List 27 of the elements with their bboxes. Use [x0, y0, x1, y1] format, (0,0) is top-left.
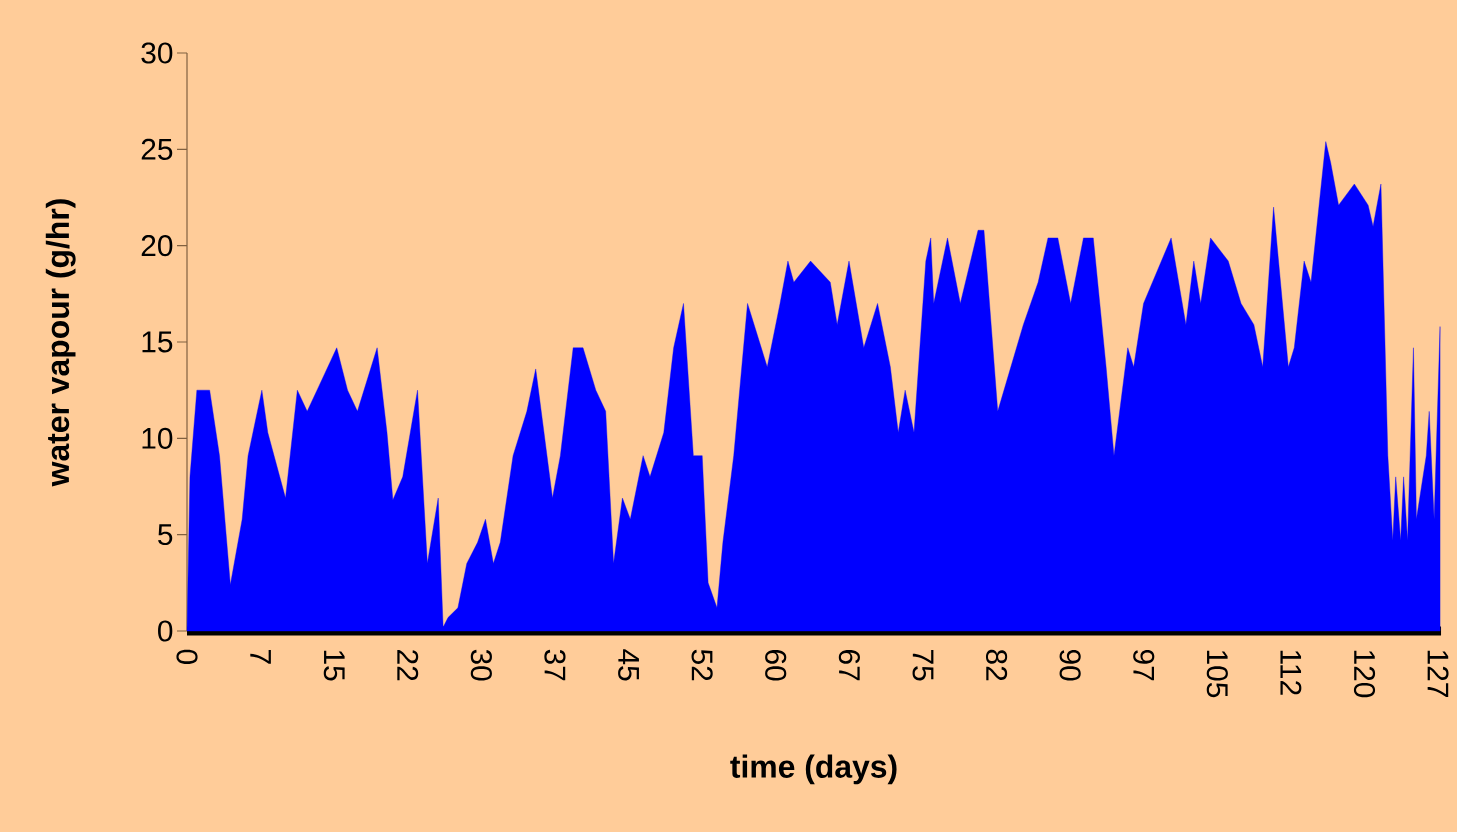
- y-tick-label: 25: [141, 138, 173, 160]
- x-tick-label: 30: [470, 649, 492, 681]
- y-tick-label: 5: [158, 524, 173, 546]
- y-tick-label: 0: [158, 620, 173, 642]
- x-tick-label: 15: [323, 650, 345, 681]
- y-tick-label: 15: [142, 331, 173, 353]
- x-tick-label: 7: [250, 650, 271, 664]
- x-tick-label: 90: [1059, 649, 1081, 681]
- x-tick-label: 105: [1206, 650, 1228, 698]
- y-tick-label: 20: [141, 235, 173, 257]
- x-tick-label: 60: [765, 650, 787, 681]
- x-tick-label: 0: [176, 649, 198, 664]
- x-tick-label: 82: [985, 649, 1008, 681]
- y-tick-label: 10: [142, 427, 173, 449]
- y-axis-title: water vapour (g/hr): [45, 199, 76, 487]
- x-tick-label: 75: [912, 650, 934, 681]
- x-tick-label: 127: [1427, 650, 1449, 697]
- x-tick-label: 45: [618, 649, 639, 681]
- x-tick-label: 22: [397, 650, 419, 681]
- x-axis-title: time (days): [730, 754, 897, 785]
- x-tick-label: 52: [691, 649, 713, 681]
- y-tick-label: 30: [141, 42, 173, 64]
- x-tick-label: 67: [838, 650, 860, 681]
- x-tick-label: 97: [1133, 649, 1155, 681]
- x-tick-label: 37: [544, 649, 566, 681]
- x-tick-label: 120: [1353, 650, 1376, 698]
- x-tick-label: 112: [1280, 650, 1302, 695]
